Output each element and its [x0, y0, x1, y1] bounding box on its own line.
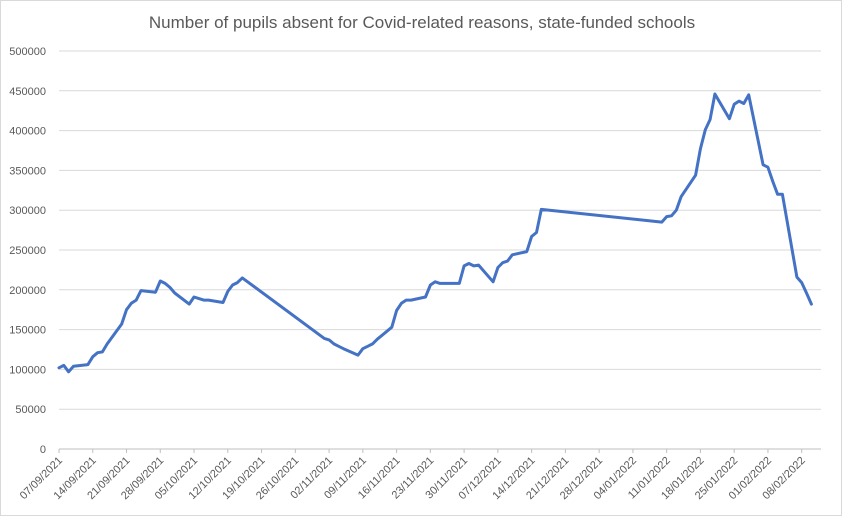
y-tick-label: 250000 — [9, 245, 46, 257]
y-tick-label: 350000 — [9, 165, 46, 177]
series-line — [57, 92, 813, 374]
y-tick-label: 400000 — [9, 126, 46, 138]
y-tick-label: 50000 — [15, 404, 46, 416]
y-tick-label: 100000 — [9, 364, 46, 376]
y-tick-label: 200000 — [9, 285, 46, 297]
y-tick-label: 450000 — [9, 86, 46, 98]
y-tick-label: 0 — [40, 444, 46, 456]
y-tick-label: 300000 — [9, 205, 46, 217]
y-tick-label: 150000 — [9, 325, 46, 337]
y-tick-label: 500000 — [9, 46, 46, 58]
chart-title: Number of pupils absent for Covid-relate… — [148, 13, 696, 32]
